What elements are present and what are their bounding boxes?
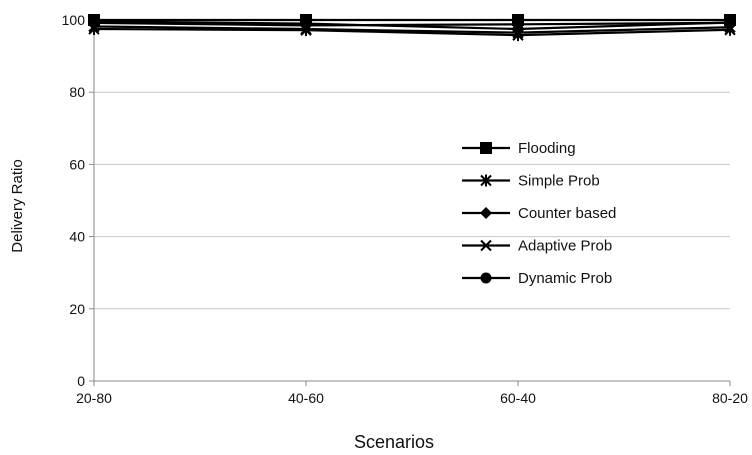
- legend-label: Counter based: [518, 205, 616, 222]
- legend: Flooding Simple Prob Counter based Adaptive…: [462, 140, 616, 287]
- series-lines: [88, 14, 736, 42]
- legend-item-counter-based: Counter based: [462, 205, 616, 222]
- legend-item-simple-prob: Simple Prob: [462, 173, 600, 190]
- legend-marker-square: [480, 142, 492, 154]
- gridlines: [94, 19, 730, 310]
- legend-marker-circle: [480, 272, 492, 284]
- tick-labels: 0 20 40 60 80 100 20-80 40-60 60-40 80-20: [62, 12, 748, 406]
- series-line-counter-based: [93, 21, 731, 27]
- x-tick-label: 60-40: [500, 390, 536, 406]
- series-line-adaptive-prob: [93, 25, 731, 34]
- y-tick-label: 0: [77, 373, 85, 389]
- x-tick-label: 20-80: [76, 390, 112, 406]
- legend-label: Adaptive Prob: [518, 238, 612, 255]
- y-tick-label: 40: [69, 229, 85, 245]
- legend-marker-x: [480, 239, 492, 252]
- y-tick-label: 80: [69, 84, 85, 100]
- legend-label: Flooding: [518, 140, 576, 157]
- series-dynamic-prob: [88, 15, 736, 35]
- y-tick-label: 20: [69, 301, 85, 317]
- x-tick-label: 40-60: [288, 390, 324, 406]
- y-tick-label: 100: [62, 12, 86, 28]
- legend-marker-diamond: [480, 207, 492, 219]
- data-point-dynamic-prob: [88, 15, 100, 27]
- legend-item-adaptive-prob: Adaptive Prob: [462, 238, 612, 255]
- data-point-dynamic-prob: [724, 17, 736, 29]
- legend-label: Simple Prob: [518, 173, 600, 190]
- x-tick-label: 80-20: [712, 390, 748, 406]
- series-line-dynamic-prob: [93, 20, 731, 31]
- data-point-dynamic-prob: [300, 18, 312, 30]
- y-tick-label: 60: [69, 156, 85, 172]
- legend-label: Dynamic Prob: [518, 270, 612, 287]
- legend-marker-asterisk: [480, 174, 492, 187]
- series-line-simple-prob: [93, 27, 731, 37]
- legend-item-flooding: Flooding: [462, 140, 576, 157]
- x-axis-title: Scenarios: [354, 432, 434, 452]
- data-point-dynamic-prob: [512, 23, 524, 35]
- y-axis-title: Delivery Ratio: [9, 159, 26, 252]
- axes: [89, 19, 731, 386]
- legend-item-dynamic-prob: Dynamic Prob: [462, 270, 612, 287]
